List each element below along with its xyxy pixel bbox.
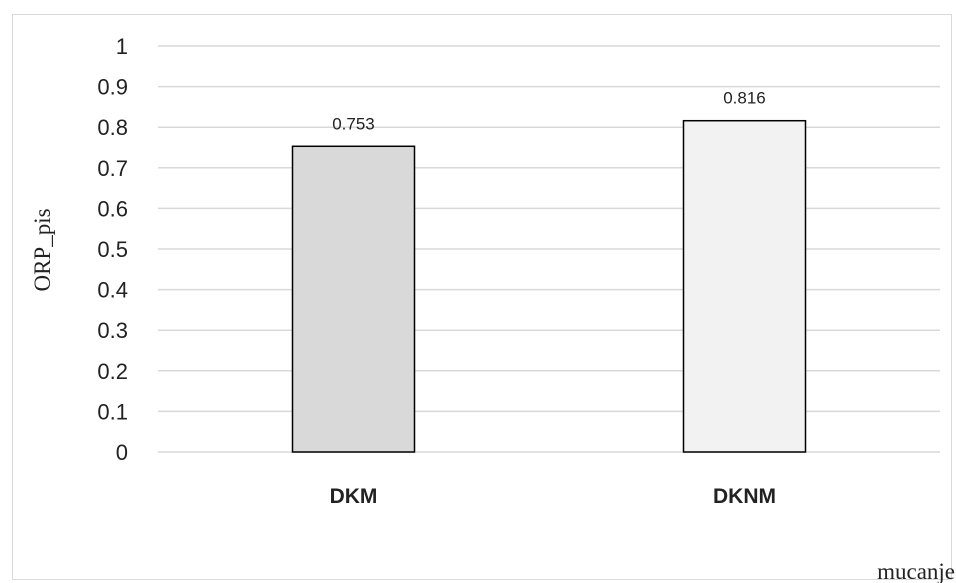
y-tick-label: 0	[116, 440, 128, 465]
y-tick-label: 0.3	[97, 318, 128, 343]
category-labels: DKM DKNM	[330, 485, 776, 508]
category-label: DKNM	[713, 485, 776, 508]
category-label: DKM	[330, 485, 378, 508]
x-axis-label: mucanje	[877, 559, 955, 583]
bars	[291, 119, 807, 453]
y-tick-label: 0.5	[97, 237, 128, 262]
bar-dkm	[291, 145, 416, 453]
y-axis-label: ORP_pis	[30, 208, 55, 291]
y-tick-label: 0.4	[97, 278, 128, 303]
bar-dknm	[682, 119, 807, 453]
y-tick-label: 1	[116, 34, 128, 59]
data-labels: 0.753 0.816	[332, 89, 766, 134]
y-tick-label: 0.1	[97, 399, 128, 424]
y-tick-label: 0.2	[97, 359, 128, 384]
gridlines	[158, 45, 940, 453]
data-label: 0.816	[723, 89, 766, 108]
y-tick-label: 0.8	[97, 115, 128, 140]
y-tick-label: 0.7	[97, 156, 128, 181]
y-tick-label: 0.9	[97, 75, 128, 100]
y-axis-ticks: 0 0.1 0.2 0.3 0.4 0.5 0.6 0.7 0.8 0.9 1	[97, 34, 128, 465]
y-tick-label: 0.6	[97, 196, 128, 221]
data-label: 0.753	[332, 114, 375, 133]
